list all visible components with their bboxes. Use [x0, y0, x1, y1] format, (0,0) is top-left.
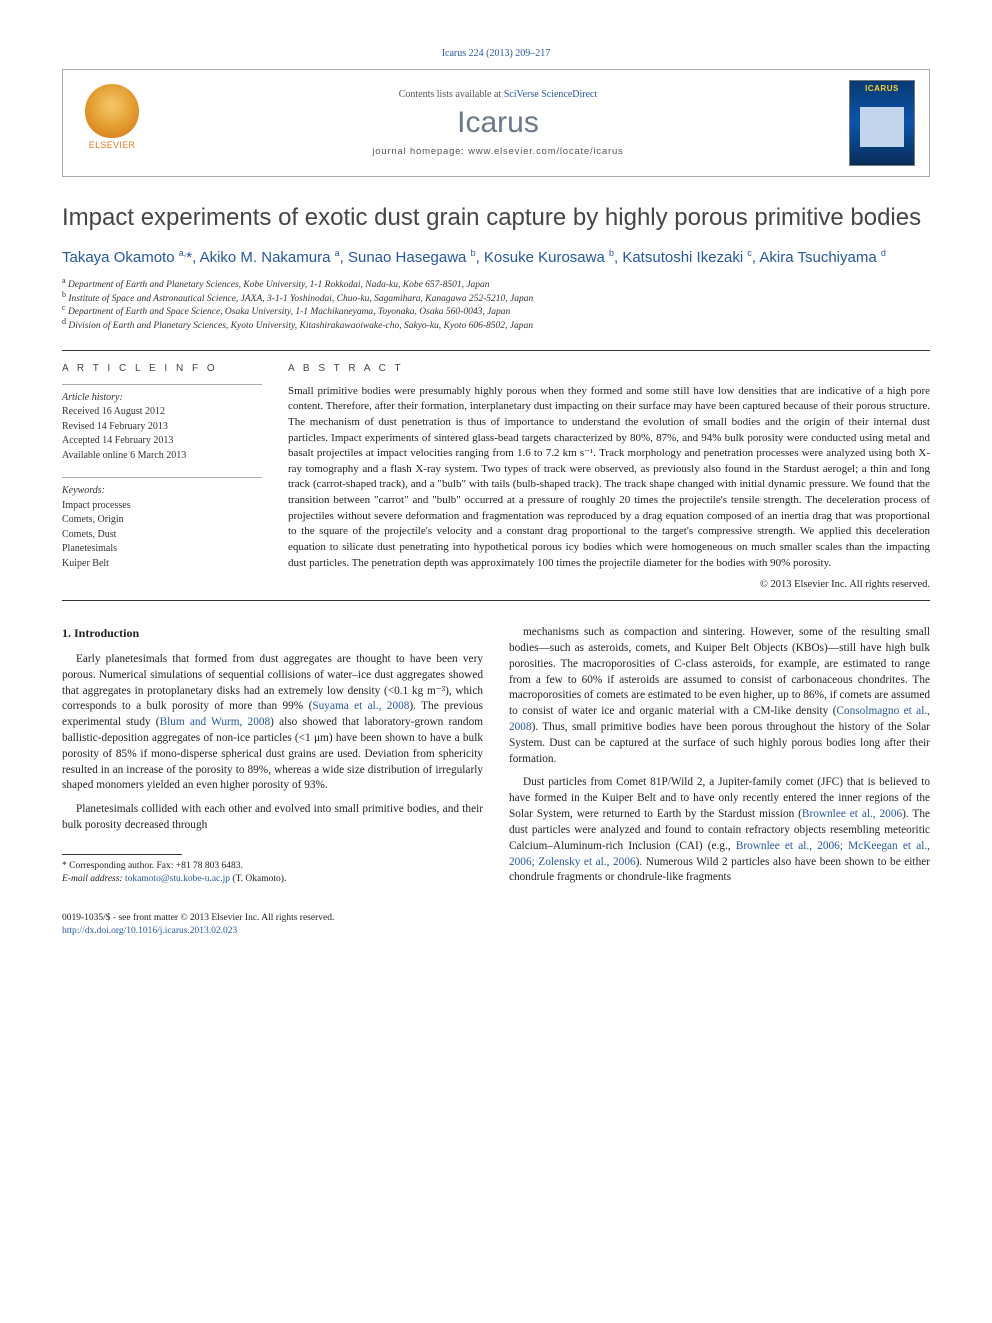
body-paragraph: Planetesimals collided with each other a… — [62, 802, 483, 834]
top-citation: Icarus 224 (2013) 209–217 — [62, 48, 930, 59]
keyword: Comets, Origin — [62, 513, 262, 528]
journal-header: ELSEVIER Contents lists available at Sci… — [62, 69, 930, 177]
journal-cover-thumb: ICARUS — [849, 80, 915, 166]
contents-line: Contents lists available at SciVerse Sci… — [147, 89, 849, 100]
bottom-matter: 0019-1035/$ - see front matter © 2013 El… — [62, 912, 930, 939]
history-label: Article history: — [62, 391, 262, 406]
email-link[interactable]: tokamoto@stu.kobe-u.ac.jp — [125, 874, 230, 884]
history-line: Received 16 August 2012 — [62, 405, 262, 420]
publisher-name: ELSEVIER — [89, 140, 135, 150]
article-title: Impact experiments of exotic dust grain … — [62, 203, 930, 233]
abstract-text: Small primitive bodies were presumably h… — [288, 384, 930, 571]
journal-name: Icarus — [147, 106, 849, 140]
elsevier-tree-icon — [85, 84, 139, 138]
abstract-head: A B S T R A C T — [288, 363, 930, 374]
article-history: Article history: Received 16 August 2012… — [62, 384, 262, 464]
affiliations: a Department of Earth and Planetary Scie… — [62, 279, 930, 334]
sciencedirect-link[interactable]: SciVerse ScienceDirect — [504, 89, 598, 100]
body-paragraph: Dust particles from Comet 81P/Wild 2, a … — [509, 775, 930, 886]
divider — [62, 350, 930, 351]
doi-link[interactable]: http://dx.doi.org/10.1016/j.icarus.2013.… — [62, 926, 237, 936]
keyword: Kuiper Belt — [62, 557, 262, 572]
email-label: E-mail address: — [62, 874, 125, 884]
keyword: Planetesimals — [62, 542, 262, 557]
keyword: Impact processes — [62, 499, 262, 514]
history-line: Revised 14 February 2013 — [62, 420, 262, 435]
history-line: Available online 6 March 2013 — [62, 449, 262, 464]
section-heading: 1. Introduction — [62, 625, 483, 642]
body-paragraph: mechanisms such as compaction and sinter… — [509, 625, 930, 767]
email-who: (T. Okamoto). — [230, 874, 286, 884]
keywords-label: Keywords: — [62, 484, 262, 499]
publisher-logo: ELSEVIER — [77, 84, 147, 162]
cover-title: ICARUS — [850, 84, 914, 93]
body-paragraph: Early planetesimals that formed from dus… — [62, 652, 483, 794]
body-col-left: 1. Introduction Early planetesimals that… — [62, 625, 483, 894]
keyword: Comets, Dust — [62, 528, 262, 543]
body-col-right: mechanisms such as compaction and sinter… — [509, 625, 930, 894]
front-matter-line: 0019-1035/$ - see front matter © 2013 El… — [62, 912, 930, 925]
footnote-separator — [62, 854, 182, 855]
authors-line: Takaya Okamoto a,*, Akiko M. Nakamura a,… — [62, 247, 930, 269]
contents-prefix: Contents lists available at — [399, 89, 504, 100]
abstract-copyright: © 2013 Elsevier Inc. All rights reserved… — [288, 579, 930, 590]
article-info-head: A R T I C L E I N F O — [62, 363, 262, 374]
history-line: Accepted 14 February 2013 — [62, 434, 262, 449]
keywords-block: Keywords: Impact processesComets, Origin… — [62, 477, 262, 571]
corresponding-author: * Corresponding author. Fax: +81 78 803 … — [62, 860, 483, 873]
email-line: E-mail address: tokamoto@stu.kobe-u.ac.j… — [62, 873, 483, 886]
journal-homepage: journal homepage: www.elsevier.com/locat… — [147, 146, 849, 157]
divider — [62, 600, 930, 601]
